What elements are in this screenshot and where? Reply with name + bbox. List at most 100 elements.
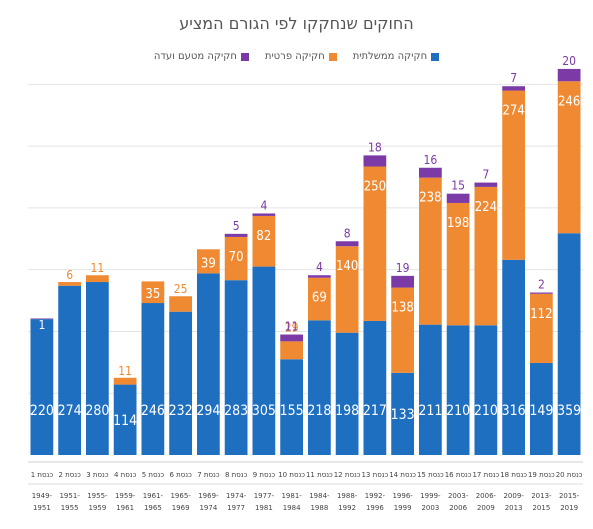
- label-committee: 2: [538, 278, 545, 292]
- legend-item-private: חקיקה פרטית: [265, 51, 337, 62]
- label-government: 211: [418, 403, 442, 419]
- bar-government: [85, 282, 109, 455]
- legend-swatch-government: [431, 52, 440, 61]
- tick-label-knesset: כנסת 8: [225, 471, 248, 479]
- bar-committee: [363, 155, 387, 167]
- label-committee: 1: [38, 318, 45, 332]
- bar-government: [30, 319, 54, 455]
- tick-label-knesset: כנסת 9: [253, 471, 276, 479]
- tick-label-knesset: כנסת 18: [500, 471, 527, 479]
- tick-label-year-end: 2006: [449, 504, 467, 512]
- label-committee: 8: [344, 226, 351, 240]
- tick-label-knesset: כנסת 16: [445, 471, 472, 479]
- tick-label-year-start: 1959-: [115, 492, 136, 500]
- tick-label-year-end: 1999: [394, 504, 412, 512]
- label-private: 70: [229, 250, 244, 265]
- bar-private: [169, 296, 193, 312]
- tick-label-year-end: 1965: [144, 504, 162, 512]
- bar-committee: [224, 233, 248, 237]
- legend-item-committee: חקיקה מטעם ועדה: [154, 51, 249, 62]
- tick-label-year-start: 2006-: [476, 492, 497, 500]
- label-committee: 4: [316, 260, 323, 274]
- legend-label-private: חקיקה פרטית: [264, 51, 325, 62]
- tick-label-knesset: כנסת 2: [58, 471, 81, 479]
- bar-government: [557, 233, 581, 455]
- tick-label-knesset: כנסת 17: [472, 471, 499, 479]
- label-private: 6: [66, 268, 73, 282]
- label-government: 114: [113, 413, 137, 429]
- label-private: 35: [145, 287, 160, 302]
- tick-label-year-end: 1981: [255, 504, 273, 512]
- label-private: 224: [475, 200, 497, 215]
- tick-label-year-end: 1992: [338, 504, 356, 512]
- tick-label-knesset: כנסת 15: [417, 471, 444, 479]
- tick-label-year-start: 2015-: [559, 492, 580, 500]
- tick-label-knesset: כנסת 13: [361, 471, 388, 479]
- legend-item-government: חקיקה ממשלתית: [352, 51, 440, 62]
- bar-government: [280, 359, 304, 455]
- tick-label-year-end: 1974: [199, 504, 217, 512]
- label-committee: 19: [396, 261, 410, 275]
- label-government: 305: [252, 403, 276, 419]
- tick-label-year-end: 1988: [310, 504, 328, 512]
- label-private: 69: [312, 291, 327, 306]
- bar-committee: [446, 193, 470, 203]
- bar-private: [391, 287, 415, 373]
- bar-government: [58, 285, 82, 455]
- bar-government: [169, 311, 193, 455]
- bar-private: [85, 275, 109, 283]
- bar-private: [418, 177, 442, 325]
- bar-government: [307, 320, 331, 455]
- label-government: 149: [529, 403, 553, 419]
- label-private: 25: [174, 282, 188, 296]
- tick-label-year-end: 2009: [477, 504, 495, 512]
- label-government: 220: [30, 403, 54, 419]
- tick-label-knesset: כנסת 5: [142, 471, 165, 479]
- bar-government: [224, 280, 248, 455]
- bar-committee: [529, 292, 553, 294]
- bar-committee: [280, 334, 304, 342]
- label-government: 316: [502, 403, 526, 419]
- bar-private: [307, 277, 331, 321]
- tick-label-year-start: 1955-: [87, 492, 108, 500]
- bar-private: [141, 281, 165, 304]
- tick-label-knesset: כנסת 7: [197, 471, 220, 479]
- legend: חקיקה ממשלתית חקיקה פרטית חקיקה מטעם ועד…: [0, 51, 593, 62]
- label-private: 246: [558, 94, 580, 109]
- bar-committee: [391, 275, 415, 288]
- bar-committee: [474, 182, 498, 187]
- bar-government: [446, 325, 470, 455]
- bar-private: [280, 341, 304, 360]
- bar-government: [391, 372, 415, 455]
- bar-government: [252, 266, 276, 455]
- tick-label-knesset: כנסת 19: [528, 471, 555, 479]
- label-private: 140: [336, 259, 358, 274]
- tick-label-year-end: 2019: [560, 504, 578, 512]
- label-committee: 15: [451, 179, 465, 193]
- legend-label-government: חקיקה ממשלתית: [352, 51, 428, 62]
- label-committee: 16: [424, 153, 438, 167]
- bar-government: [502, 259, 526, 455]
- label-government: 359: [557, 403, 581, 419]
- bar-private: [196, 249, 220, 274]
- tick-label-year-start: 2013-: [531, 492, 552, 500]
- bar-private: [474, 186, 498, 326]
- bar-private: [557, 81, 581, 234]
- tick-label-knesset: כנסת 6: [169, 471, 192, 479]
- tick-label-year-end: 1951: [33, 504, 51, 512]
- tick-label-year-start: 1981-: [281, 492, 302, 500]
- tick-label-year-start: 1999-: [420, 492, 441, 500]
- tick-label-year-start: 1949-: [32, 492, 53, 500]
- tick-label-knesset: כנסת 10: [278, 471, 305, 479]
- bar-committee: [418, 167, 442, 178]
- tick-label-year-start: 1969-: [198, 492, 219, 500]
- label-government: 217: [363, 403, 387, 419]
- tick-label-year-start: 1961-: [143, 492, 164, 500]
- bar-government: [141, 303, 165, 455]
- label-private: 29: [285, 321, 299, 335]
- bar-government: [335, 332, 359, 455]
- label-government: 274: [58, 403, 82, 419]
- label-committee: 4: [260, 198, 267, 212]
